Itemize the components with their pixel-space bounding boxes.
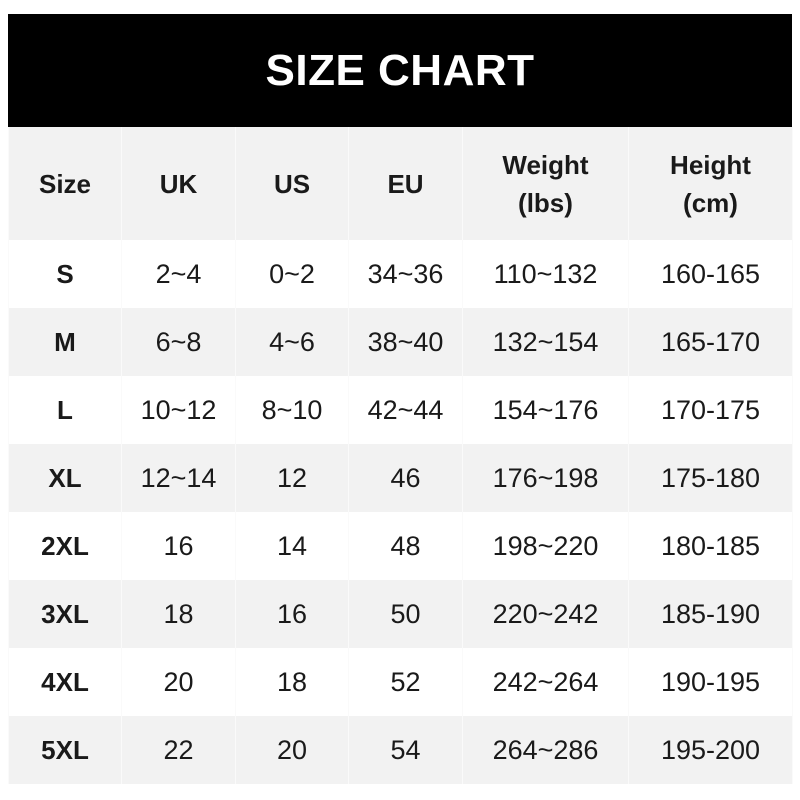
cell-weight: 264~286 [462, 716, 629, 784]
cell-us: 18 [235, 648, 349, 716]
column-header-us: US [235, 127, 349, 240]
cell-weight: 154~176 [462, 376, 629, 444]
table-row: M 6~8 4~6 38~40 132~154 165-170 [8, 308, 793, 376]
header-label: EU [387, 168, 424, 199]
cell-size: L [8, 376, 122, 444]
cell-height: 175-180 [628, 444, 793, 512]
cell-eu: 52 [348, 648, 463, 716]
column-header-height: Height (cm) [628, 127, 793, 240]
cell-uk: 12~14 [121, 444, 236, 512]
cell-size: M [8, 308, 122, 376]
cell-eu: 48 [348, 512, 463, 580]
cell-uk: 20 [121, 648, 236, 716]
table-row: 3XL 18 16 50 220~242 185-190 [8, 580, 793, 648]
cell-size: XL [8, 444, 122, 512]
table-row: XL 12~14 12 46 176~198 175-180 [8, 444, 793, 512]
cell-height: 190-195 [628, 648, 793, 716]
cell-weight: 176~198 [462, 444, 629, 512]
cell-us: 12 [235, 444, 349, 512]
cell-height: 165-170 [628, 308, 793, 376]
header-label: US [273, 168, 311, 199]
column-header-uk: UK [121, 127, 236, 240]
header-label: UK [159, 168, 198, 199]
cell-us: 8~10 [235, 376, 349, 444]
column-header-weight: Weight (lbs) [462, 127, 629, 240]
cell-size: 4XL [8, 648, 122, 716]
cell-eu: 54 [348, 716, 463, 784]
cell-height: 170-175 [628, 376, 793, 444]
cell-uk: 6~8 [121, 308, 236, 376]
header-row: Size UK US EU Weight (lbs) Height (cm) [8, 127, 793, 240]
cell-size: 3XL [8, 580, 122, 648]
cell-uk: 22 [121, 716, 236, 784]
cell-us: 20 [235, 716, 349, 784]
cell-height: 180-185 [628, 512, 793, 580]
cell-us: 0~2 [235, 240, 349, 308]
cell-uk: 16 [121, 512, 236, 580]
size-chart-table: Size UK US EU Weight (lbs) Height (cm) S 2~4 0~2 3… [8, 127, 793, 784]
cell-eu: 38~40 [348, 308, 463, 376]
cell-us: 14 [235, 512, 349, 580]
cell-us: 16 [235, 580, 349, 648]
cell-size: S [8, 240, 122, 308]
table-row: 5XL 22 20 54 264~286 195-200 [8, 716, 793, 784]
cell-eu: 42~44 [348, 376, 463, 444]
cell-eu: 46 [348, 444, 463, 512]
table-row: S 2~4 0~2 34~36 110~132 160-165 [8, 240, 793, 308]
column-header-eu: EU [348, 127, 463, 240]
cell-us: 4~6 [235, 308, 349, 376]
cell-height: 185-190 [628, 580, 793, 648]
cell-uk: 10~12 [121, 376, 236, 444]
cell-height: 195-200 [628, 716, 793, 784]
cell-eu: 34~36 [348, 240, 463, 308]
table-row: 2XL 16 14 48 198~220 180-185 [8, 512, 793, 580]
header-label: Size [38, 168, 92, 199]
cell-weight: 220~242 [462, 580, 629, 648]
header-label: (lbs) [518, 187, 573, 218]
cell-weight: 242~264 [462, 648, 629, 716]
table-row: L 10~12 8~10 42~44 154~176 170-175 [8, 376, 793, 444]
cell-uk: 2~4 [121, 240, 236, 308]
header-label: (cm) [683, 187, 738, 218]
cell-weight: 110~132 [462, 240, 629, 308]
cell-height: 160-165 [628, 240, 793, 308]
header-label: Weight [502, 149, 589, 180]
table-row: 4XL 20 18 52 242~264 190-195 [8, 648, 793, 716]
header-label: Height [670, 149, 751, 180]
column-header-size: Size [8, 127, 122, 240]
cell-size: 2XL [8, 512, 122, 580]
size-chart-title: SIZE CHART [8, 14, 792, 127]
cell-eu: 50 [348, 580, 463, 648]
cell-size: 5XL [8, 716, 122, 784]
cell-weight: 198~220 [462, 512, 629, 580]
cell-uk: 18 [121, 580, 236, 648]
cell-weight: 132~154 [462, 308, 629, 376]
